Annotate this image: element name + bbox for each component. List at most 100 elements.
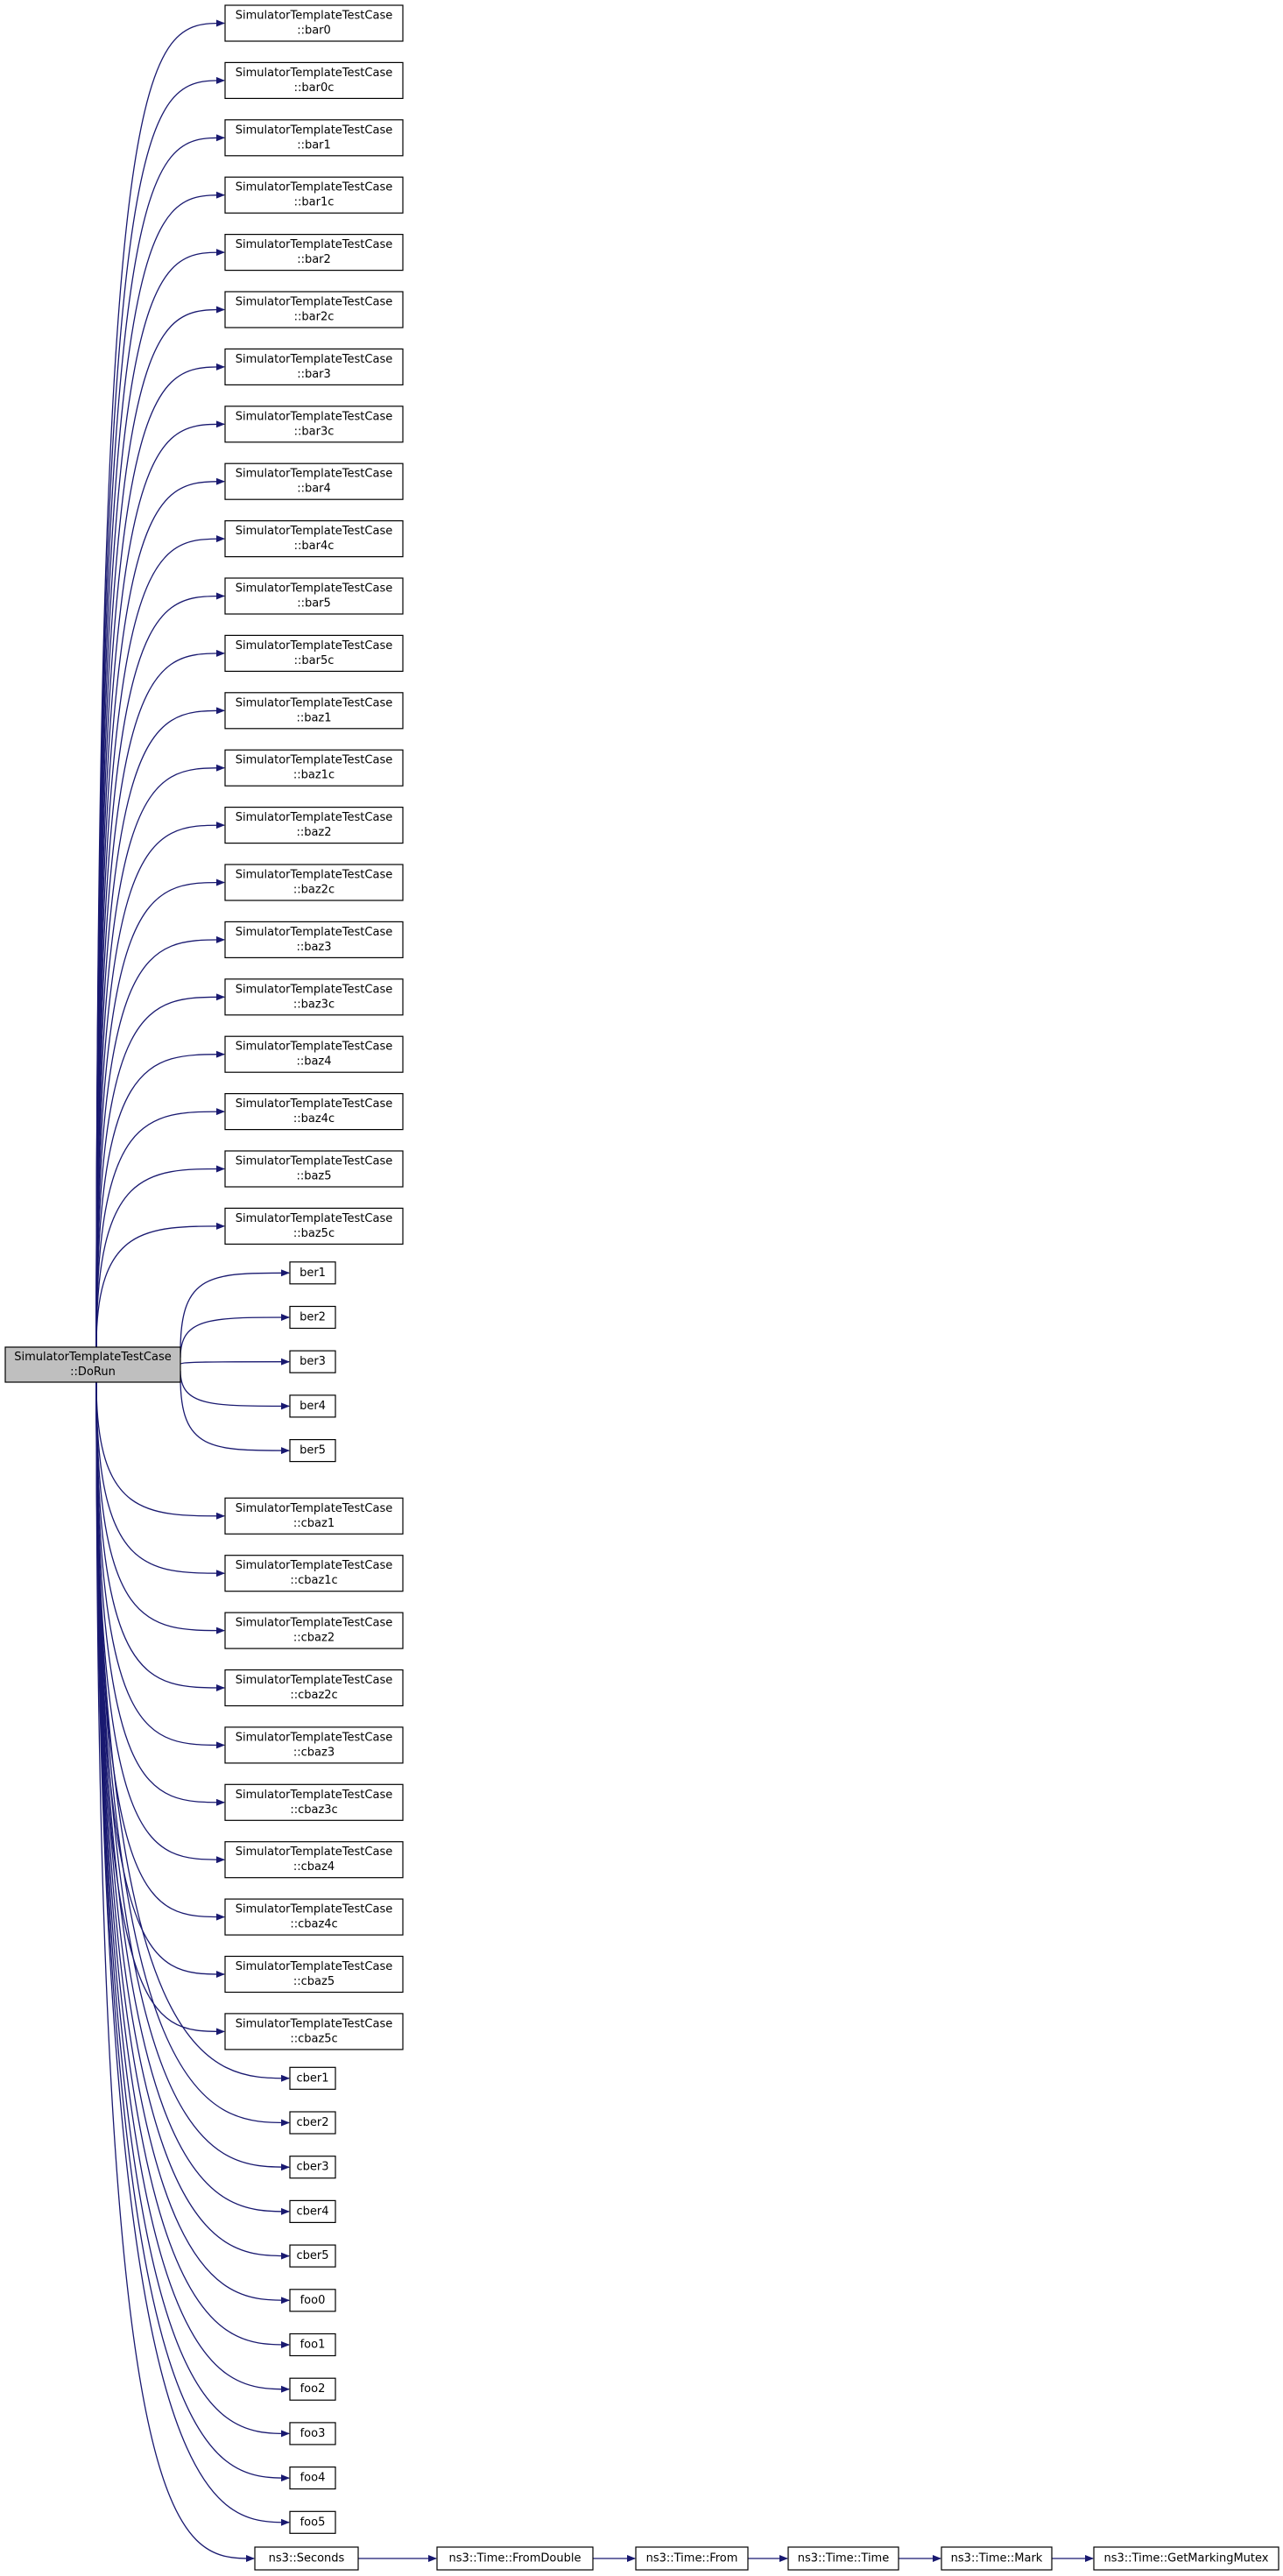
node: ns3::Seconds bbox=[254, 2546, 359, 2571]
node: SimulatorTemplateTestCase::baz1 bbox=[224, 692, 404, 730]
node-label: cber2 bbox=[296, 2116, 328, 2129]
node: SimulatorTemplateTestCase::cbaz4c bbox=[224, 1898, 404, 1936]
node-label: ::bar4c bbox=[294, 540, 335, 553]
node-box bbox=[436, 2546, 594, 2571]
node-label: ber5 bbox=[300, 1444, 326, 1457]
node: cber2 bbox=[289, 2111, 336, 2135]
node: foo1 bbox=[289, 2333, 336, 2357]
call-edge bbox=[95, 249, 225, 1348]
node-label: ::baz5 bbox=[296, 1170, 331, 1183]
node-label: SimulatorTemplateTestCase bbox=[236, 1617, 392, 1630]
call-edge bbox=[95, 1381, 225, 1577]
node-box bbox=[289, 1305, 336, 1330]
node: SimulatorTemplateTestCase::cbaz4 bbox=[224, 1841, 404, 1879]
call-edge bbox=[95, 1381, 290, 2482]
node-box bbox=[224, 806, 404, 844]
node-label: SimulatorTemplateTestCase bbox=[236, 1903, 392, 1916]
edges bbox=[95, 19, 1094, 2562]
node-label: foo3 bbox=[300, 2427, 326, 2440]
node-box bbox=[224, 119, 404, 157]
node-box bbox=[224, 61, 404, 100]
node-box bbox=[289, 1350, 336, 1373]
call-edge bbox=[95, 592, 225, 1348]
node-box bbox=[289, 2244, 336, 2268]
node-box bbox=[224, 577, 404, 615]
call-edge bbox=[95, 1381, 290, 2304]
node-label: ns3::Time::GetMarkingMutex bbox=[1104, 2552, 1269, 2565]
node: SimulatorTemplateTestCase::cbaz2c bbox=[224, 1669, 404, 1707]
node: SimulatorTemplateTestCase::bar4c bbox=[224, 519, 404, 558]
node-box bbox=[787, 2546, 899, 2571]
node-label: ::bar3c bbox=[294, 425, 335, 438]
call-edge bbox=[180, 1371, 290, 1410]
node: SimulatorTemplateTestCase::baz4 bbox=[224, 1035, 404, 1073]
node-label: ::bar2 bbox=[297, 253, 331, 266]
node: SimulatorTemplateTestCase::cbaz3c bbox=[224, 1783, 404, 1821]
node-box bbox=[289, 1261, 336, 1285]
call-edge bbox=[95, 1381, 290, 2393]
call-edge bbox=[95, 879, 225, 1348]
node-label: SimulatorTemplateTestCase bbox=[236, 124, 392, 137]
node-label: SimulatorTemplateTestCase bbox=[236, 983, 392, 996]
node: ber1 bbox=[289, 1261, 336, 1285]
node-label: ::cbaz2c bbox=[290, 1689, 337, 1702]
node-label: ::bar5 bbox=[297, 597, 331, 610]
node-box bbox=[224, 1669, 404, 1707]
node-label: SimulatorTemplateTestCase bbox=[236, 10, 392, 23]
node-box bbox=[289, 1394, 336, 1418]
node: ns3::Time::GetMarkingMutex bbox=[1093, 2546, 1279, 2571]
node: SimulatorTemplateTestCase::baz3c bbox=[224, 978, 404, 1016]
node: SimulatorTemplateTestCase::baz2c bbox=[224, 864, 404, 901]
call-edge bbox=[95, 1381, 255, 2562]
node-box bbox=[224, 978, 404, 1016]
node-label: ::baz5c bbox=[293, 1227, 335, 1240]
node: cber3 bbox=[289, 2156, 336, 2179]
node: SimulatorTemplateTestCase::baz2 bbox=[224, 806, 404, 844]
call-edge bbox=[95, 1381, 290, 2348]
call-edge bbox=[95, 1381, 225, 1520]
node-label: foo0 bbox=[300, 2294, 326, 2307]
node-label: SimulatorTemplateTestCase bbox=[236, 1041, 392, 1054]
node-box bbox=[224, 749, 404, 787]
node-box bbox=[224, 1092, 404, 1131]
call-edge bbox=[95, 935, 225, 1348]
node: cber4 bbox=[289, 2199, 336, 2223]
node-label: SimulatorTemplateTestCase bbox=[236, 811, 392, 824]
node: SimulatorTemplateTestCase::DoRun bbox=[4, 1346, 181, 1383]
call-edge bbox=[95, 1381, 225, 1806]
node-box bbox=[224, 1841, 404, 1879]
call-edge bbox=[180, 1358, 290, 1366]
node-box bbox=[289, 2289, 336, 2312]
call-edge bbox=[95, 1381, 290, 2082]
node-box bbox=[289, 2467, 336, 2490]
node-box bbox=[224, 1612, 404, 1649]
node: foo4 bbox=[289, 2467, 336, 2490]
call-edge bbox=[95, 1381, 290, 2171]
node-label: ::bar0 bbox=[297, 25, 331, 38]
node-box bbox=[224, 1898, 404, 1936]
node-box bbox=[289, 1438, 336, 1463]
node-label: ns3::Time::Mark bbox=[951, 2552, 1043, 2565]
node-box bbox=[224, 921, 404, 959]
node-box bbox=[4, 1346, 181, 1383]
call-edge bbox=[95, 1381, 225, 1749]
node-box bbox=[224, 1207, 404, 1246]
node-box bbox=[224, 1955, 404, 1994]
call-edge bbox=[95, 76, 225, 1348]
node-box bbox=[224, 864, 404, 901]
node-box bbox=[289, 2199, 336, 2223]
node: SimulatorTemplateTestCase::cbaz1c bbox=[224, 1555, 404, 1592]
node-label: cber3 bbox=[296, 2161, 328, 2174]
node-label: ns3::Seconds bbox=[269, 2552, 345, 2565]
node-label: ::cbaz1 bbox=[293, 1517, 335, 1530]
node-label: SimulatorTemplateTestCase bbox=[236, 2017, 392, 2030]
node-label: SimulatorTemplateTestCase bbox=[236, 296, 392, 309]
node: ber5 bbox=[289, 1438, 336, 1463]
node-label: ::bar1 bbox=[297, 138, 331, 152]
node-label: ber4 bbox=[300, 1400, 326, 1413]
node: SimulatorTemplateTestCase::baz5c bbox=[224, 1207, 404, 1246]
node-label: ber3 bbox=[300, 1355, 326, 1368]
call-edge bbox=[95, 764, 225, 1348]
node-label: SimulatorTemplateTestCase bbox=[236, 67, 392, 80]
node-label: ::cbaz3 bbox=[293, 1746, 335, 1759]
